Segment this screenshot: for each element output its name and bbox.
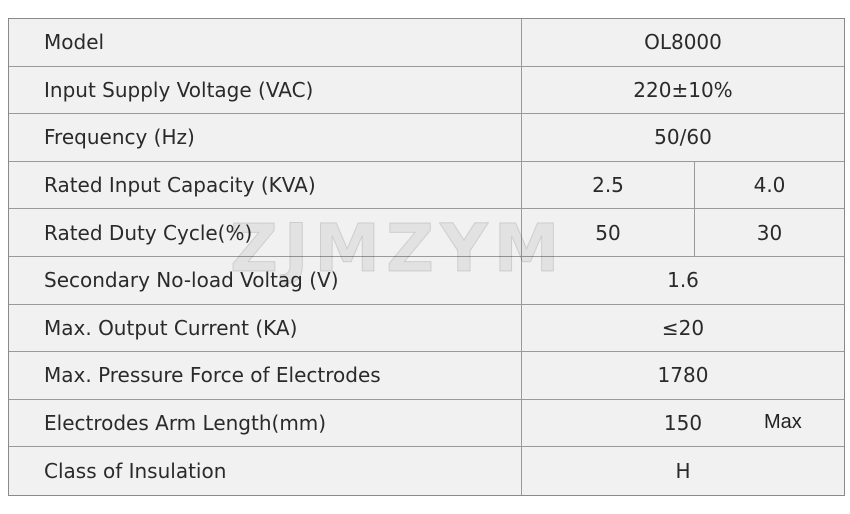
watermark: ZJMZYM: [229, 210, 566, 288]
row-value: 220±10%: [522, 67, 844, 115]
row-value: 1.6: [522, 257, 844, 305]
row-value: 50: [522, 209, 695, 257]
row-label: Frequency (Hz): [9, 114, 522, 162]
spec-table: Model OL8000 Input Supply Voltage (VAC) 220…: [8, 18, 845, 496]
row-label: Max. Pressure Force of Electrodes: [9, 352, 522, 400]
row-value: 4.0: [695, 162, 844, 210]
row-value: 2.5: [522, 161, 695, 210]
row-label: Secondary No-load Voltag (V): [9, 257, 522, 305]
row-value: ≤20: [522, 305, 844, 353]
row-value: H: [675, 459, 691, 484]
row-value: OL8000: [522, 19, 844, 67]
row-label: Rated Input Capacity (KVA): [9, 161, 522, 210]
row-label: Rated Duty Cycle(%): [9, 209, 522, 257]
row-value: 50/60: [522, 114, 844, 162]
row-label: Class of Insulation: [9, 447, 522, 495]
row-value: 1780: [522, 352, 844, 400]
row-label: Electrodes Arm Length(mm): [9, 399, 522, 448]
row-label: Input Supply Voltage (VAC): [9, 66, 522, 115]
row-value: 30: [695, 209, 844, 257]
row-label: Model: [9, 19, 522, 67]
row-label: Max. Output Current (KA): [9, 304, 522, 353]
value-note: Max: [764, 410, 802, 433]
row-value: 150: [522, 400, 844, 448]
